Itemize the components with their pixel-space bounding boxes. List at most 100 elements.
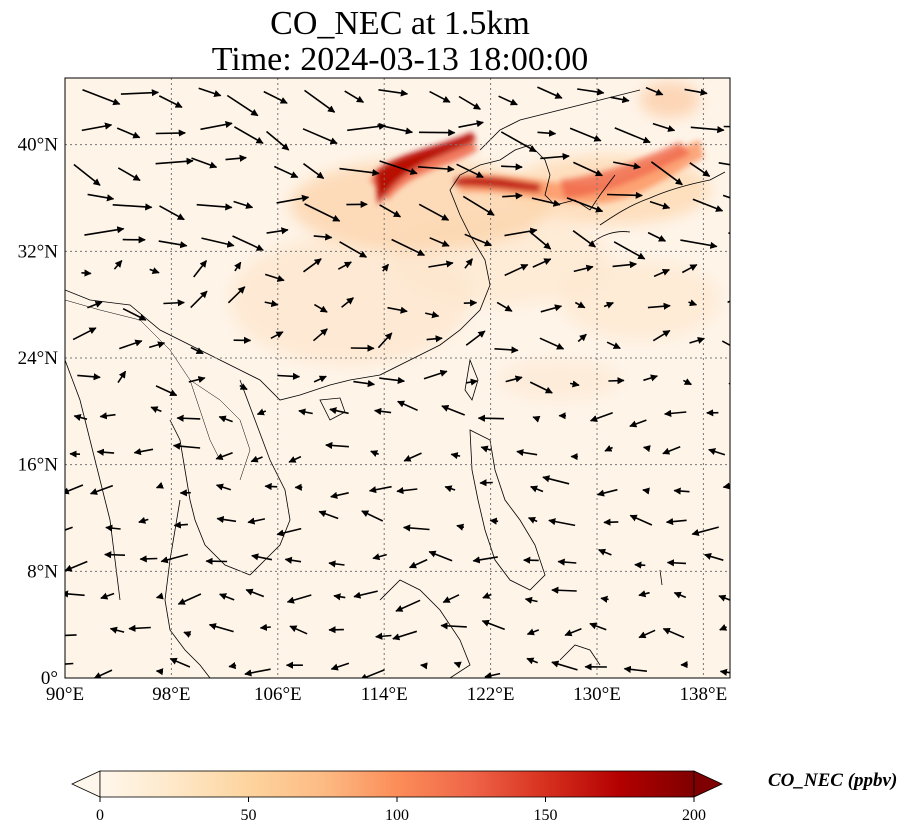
- wind-arrow: [504, 227, 538, 237]
- lat-tick-label: 32°N: [18, 241, 59, 262]
- wind-arrow: [159, 205, 185, 221]
- wind-arrow: [263, 90, 288, 104]
- wind-arrow: [341, 297, 354, 308]
- taiwan-coastline: [464, 358, 479, 401]
- wind-arrow: [408, 558, 428, 569]
- wind-arrow: [539, 337, 565, 350]
- wind-arrow: [690, 126, 725, 134]
- philippines-coastline: [469, 429, 546, 591]
- wind-arrow: [190, 346, 204, 355]
- wind-arrow: [289, 625, 308, 635]
- lon-tick-label: 130°E: [573, 684, 621, 705]
- wind-arrow: [251, 553, 273, 561]
- wind-arrow: [482, 592, 492, 599]
- wind-arrow: [472, 556, 498, 564]
- wind-arrow: [589, 412, 613, 422]
- wind-arrow: [548, 518, 576, 527]
- wind-arrow: [100, 592, 115, 600]
- wind-arrow: [463, 299, 478, 307]
- lat-tick-label: 0°: [41, 668, 58, 689]
- wind-arrow: [596, 488, 618, 497]
- wind-arrow: [453, 661, 462, 669]
- wind-arrow: [603, 518, 619, 526]
- wind-arrow: [353, 379, 376, 388]
- wind-arrow: [304, 89, 336, 113]
- wind-arrow: [542, 475, 570, 485]
- map-frame: [64, 77, 731, 679]
- lat-tick-label: 8°N: [27, 561, 58, 582]
- lat-tick-label: 24°N: [18, 348, 59, 369]
- wind-arrow: [420, 662, 428, 670]
- wind-arrow: [465, 330, 486, 346]
- wind-arrow: [642, 445, 651, 453]
- wind-arrow: [264, 299, 279, 308]
- wind-arrow: [634, 561, 646, 569]
- gridlines: [65, 78, 730, 678]
- wind-arrow: [372, 553, 387, 561]
- wind-arrow: [264, 482, 278, 491]
- wind-arrow: [122, 307, 147, 321]
- wind-arrow: [303, 163, 325, 180]
- wind-arrow: [396, 486, 418, 495]
- wind-arrow: [303, 258, 322, 273]
- wind-arrow: [577, 333, 587, 343]
- wind-arrow: [193, 260, 208, 278]
- wind-arrow: [133, 448, 154, 456]
- wind-arrow: [498, 95, 518, 106]
- colorbar-ticks: 0 50 100 150 200: [96, 797, 706, 824]
- wind-arrow: [441, 405, 465, 416]
- wind-arrow: [722, 482, 730, 490]
- wind-arrow: [731, 264, 752, 272]
- colorbar: 0 50 100 150 200: [71, 770, 723, 824]
- wind-arrow: [304, 203, 341, 222]
- wind-arrow: [719, 668, 730, 676]
- wind-arrow: [337, 261, 352, 270]
- wind-arrow: [428, 550, 453, 562]
- wind-arrow: [728, 382, 730, 385]
- wind-arrow: [215, 452, 233, 461]
- wind-arrow: [569, 380, 580, 388]
- wind-arrow: [603, 301, 614, 309]
- wind-arrow: [613, 241, 646, 260]
- wind-arrow: [606, 191, 643, 199]
- wind-arrow: [330, 662, 350, 671]
- wind-arrow: [629, 419, 647, 428]
- wind-arrow: [65, 560, 88, 572]
- wind-arrow: [288, 455, 302, 463]
- wind-arrow: [653, 268, 670, 278]
- wind-arrow: [155, 668, 164, 676]
- wind-arrow: [120, 89, 160, 97]
- wind-arrow: [666, 559, 687, 567]
- wind-arrow: [169, 657, 191, 668]
- wind-arrow: [442, 594, 460, 604]
- wind-arrow: [557, 558, 577, 566]
- wind-arrow: [673, 591, 687, 599]
- wind-arrow: [270, 331, 284, 340]
- wind-arrow: [502, 192, 523, 200]
- wind-arrow: [361, 510, 384, 522]
- wind-arrow: [93, 669, 113, 678]
- wind-arrow: [163, 299, 185, 307]
- wind-arrow: [531, 197, 561, 207]
- map-title-line2: Time: 2024-03-13 18:00:00: [211, 41, 589, 78]
- wind-arrow: [155, 385, 178, 397]
- wind-arrow: [172, 442, 201, 450]
- wind-arrow: [65, 662, 74, 665]
- wind-arrow: [339, 241, 368, 258]
- wind-arrow: [218, 415, 233, 423]
- wind-arrow: [139, 555, 158, 563]
- wind-arrow: [691, 526, 719, 536]
- wind-arrow: [65, 484, 84, 495]
- wind-arrow: [527, 517, 538, 524]
- wind-arrow: [347, 122, 387, 132]
- wind-arrow: [215, 483, 232, 491]
- wind-arrow: [368, 485, 392, 494]
- wind-arrow: [645, 86, 664, 96]
- wind-arrow: [264, 273, 285, 282]
- wind-arrow: [276, 194, 310, 204]
- lon-tick-label: 106°E: [254, 684, 302, 705]
- wind-arrow: [105, 524, 121, 532]
- wind-arrow: [155, 592, 164, 600]
- wind-arrow: [265, 130, 290, 151]
- wind-arrow: [718, 594, 730, 602]
